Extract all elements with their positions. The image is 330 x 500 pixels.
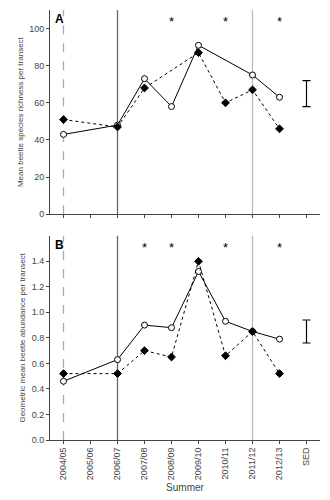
- svg-text:*: *: [277, 14, 282, 29]
- svg-text:0: 0: [39, 209, 44, 219]
- svg-text:0.6: 0.6: [32, 359, 45, 369]
- svg-text:2011/12: 2011/12: [247, 448, 257, 480]
- svg-text:*: *: [277, 240, 282, 255]
- svg-text:Mean beetle species richness p: Mean beetle species richness per transec…: [16, 36, 25, 187]
- svg-text:Geometric mean beetle abundanc: Geometric mean beetle abundance per tran…: [18, 252, 27, 422]
- svg-text:80: 80: [34, 61, 44, 71]
- svg-text:0.2: 0.2: [32, 410, 45, 420]
- svg-text:*: *: [169, 240, 174, 255]
- svg-text:2006/07: 2006/07: [112, 448, 122, 481]
- svg-text:100: 100: [29, 24, 44, 34]
- svg-text:2008/09: 2008/09: [166, 448, 176, 481]
- svg-text:20: 20: [34, 172, 44, 182]
- svg-text:60: 60: [34, 98, 44, 108]
- svg-text:2007/08: 2007/08: [139, 448, 149, 481]
- svg-text:1.0: 1.0: [32, 307, 45, 317]
- svg-text:SED: SED: [301, 447, 311, 466]
- svg-text:40: 40: [34, 135, 44, 145]
- svg-text:*: *: [169, 14, 174, 29]
- svg-text:A: A: [55, 12, 64, 26]
- svg-text:1.2: 1.2: [32, 282, 45, 292]
- svg-text:2005/06: 2005/06: [85, 448, 95, 481]
- svg-text:0.4: 0.4: [32, 384, 45, 394]
- svg-text:1.4: 1.4: [32, 256, 45, 266]
- svg-text:2004/05: 2004/05: [58, 448, 68, 481]
- svg-text:*: *: [142, 240, 147, 255]
- svg-text:2012/13: 2012/13: [274, 448, 284, 481]
- svg-text:2010/11: 2010/11: [220, 448, 230, 480]
- svg-text:0.0: 0.0: [32, 435, 45, 445]
- svg-text:0.8: 0.8: [32, 333, 45, 343]
- svg-text:Summer: Summer: [166, 482, 204, 493]
- svg-text:*: *: [223, 240, 228, 255]
- svg-text:B: B: [55, 238, 64, 252]
- svg-text:*: *: [223, 14, 228, 29]
- svg-text:2009/10: 2009/10: [193, 448, 203, 481]
